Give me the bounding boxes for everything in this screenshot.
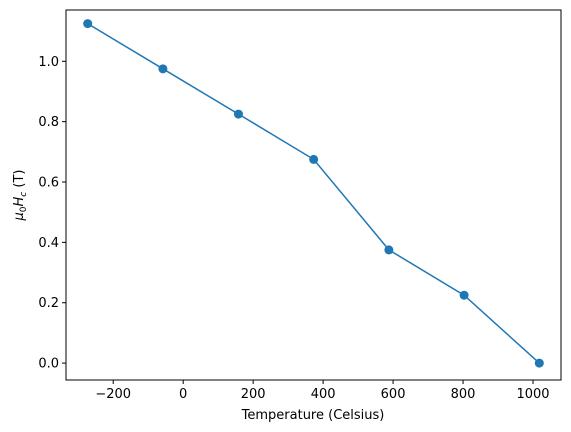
y-label-sub0: 0 [19,206,29,212]
data-point [309,154,319,164]
data-point [384,245,394,255]
data-point [158,64,168,74]
x-axis: −200 0 200 400 600 800 1000 [95,380,550,402]
x-tick-label: −200 [95,387,131,402]
data-point [83,19,93,29]
y-tick-label: 0.6 [38,176,59,191]
data-point [534,358,544,368]
y-label-mu: μ [12,212,27,221]
y-tick-label: 0.4 [38,236,59,251]
y-tick-label: 0.8 [38,115,59,130]
x-axis-label: Temperature (Celsius) [241,408,385,423]
x-tick-label: 0 [179,387,187,402]
y-tick-label: 0.2 [38,296,59,311]
data-point [233,109,243,119]
plot-area [83,19,544,368]
y-axis: 0.0 0.2 0.4 0.6 0.8 1.0 [38,55,66,372]
data-point [459,290,469,300]
y-label-H: H [12,196,27,206]
y-label-unit: (T) [12,170,27,192]
y-tick-label: 1.0 [38,55,59,70]
x-tick-label: 400 [311,387,336,402]
y-tick-label: 0.0 [38,357,59,372]
y-axis-label: μ0Hc (T) [12,170,29,222]
x-tick-label: 600 [381,387,406,402]
axes-frame [65,9,562,381]
x-tick-label: 200 [241,387,266,402]
x-tick-label: 1000 [516,387,549,402]
y-label-subc: c [19,192,29,197]
x-tick-label: 800 [451,387,476,402]
series-line [87,22,540,364]
